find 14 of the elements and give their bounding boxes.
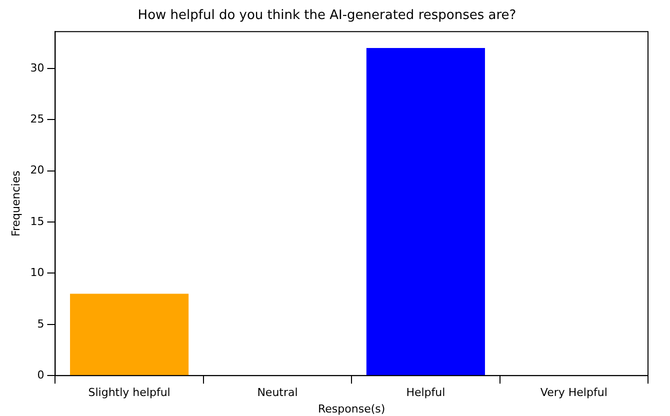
y-tick-label: 5 (37, 317, 44, 330)
y-tick-label: 20 (30, 164, 44, 177)
y-tick-label: 10 (30, 266, 44, 280)
y-axis-title: Frequencies (9, 170, 22, 237)
y-tick-label: 30 (30, 61, 44, 74)
y-tick-label: 25 (30, 112, 44, 126)
x-axis-title: Response(s) (318, 402, 386, 416)
x-tick-label: Neutral (257, 386, 298, 400)
x-tick-label: Slightly helpful (88, 386, 170, 400)
chart-title: How helpful do you think the AI-generated responses are? (138, 8, 516, 24)
y-tick-label: 0 (37, 368, 44, 382)
x-tick-label: Very Helpful (540, 386, 608, 400)
x-tick-label: Helpful (406, 386, 446, 400)
y-tick-label: 15 (30, 214, 44, 228)
